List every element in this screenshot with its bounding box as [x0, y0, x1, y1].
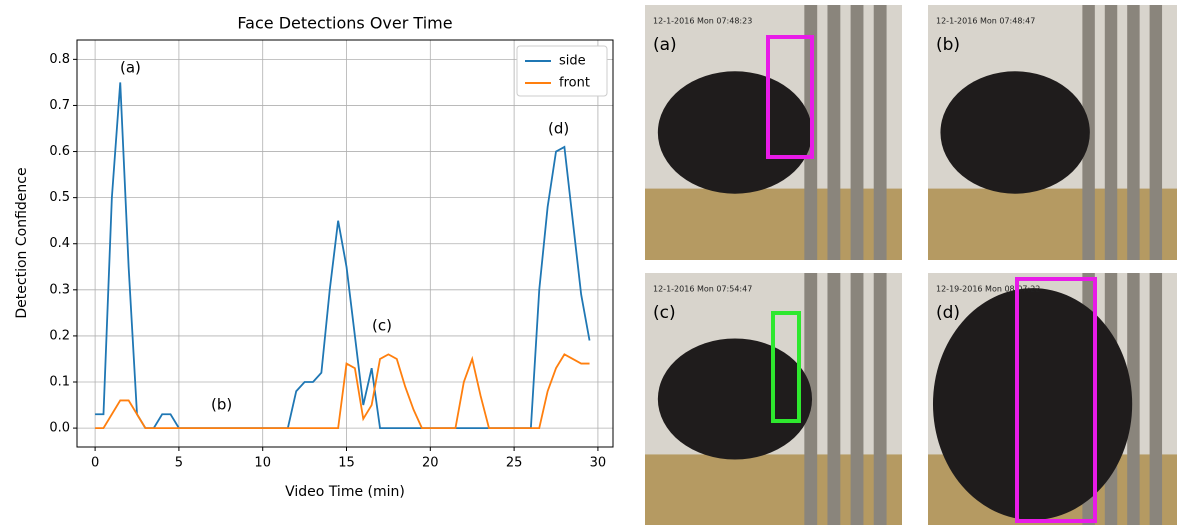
photo-label: (b)	[936, 35, 960, 55]
x-axis-label: Video Time (min)	[285, 484, 405, 500]
stall-bar	[851, 273, 864, 525]
y-tick-label: 0.3	[49, 282, 70, 297]
photo-label: (d)	[936, 303, 960, 323]
horse	[933, 288, 1132, 520]
photo-label: (a)	[653, 35, 677, 55]
chart-title: Face Detections Over Time	[237, 14, 452, 33]
stall-bar	[827, 273, 840, 525]
series-line	[95, 82, 589, 428]
photo-label: (c)	[653, 303, 676, 323]
stall-bar	[827, 5, 840, 260]
stall-bar	[1150, 273, 1162, 525]
x-tick-label: 15	[338, 456, 355, 471]
photo-timestamp: 12-1-2016 Mon 07:54:47	[653, 285, 752, 294]
photo-timestamp: 12-1-2016 Mon 07:48:47	[936, 17, 1035, 26]
horse	[658, 71, 812, 193]
annotation: (b)	[211, 396, 232, 414]
stall-bar	[851, 5, 864, 260]
x-tick-label: 10	[254, 456, 271, 471]
x-tick-label: 30	[590, 456, 607, 471]
photo-floor	[645, 189, 902, 260]
annotation: (d)	[548, 120, 569, 138]
legend-label: side	[559, 54, 586, 69]
annotation: (c)	[372, 317, 392, 335]
figure: Face Detections Over Time Video Time (mi…	[0, 0, 1177, 525]
x-tick-label: 20	[422, 456, 439, 471]
y-tick-label: 0.0	[49, 421, 70, 436]
y-tick-label: 0.1	[49, 375, 70, 390]
photo-timestamp: 12-1-2016 Mon 07:48:23	[653, 17, 752, 26]
y-tick-label: 0.8	[49, 52, 70, 67]
horse	[940, 71, 1089, 193]
photo-floor	[645, 454, 902, 525]
y-tick-label: 0.2	[49, 328, 70, 343]
y-axis-label: Detection Confidence	[14, 167, 30, 318]
x-tick-label: 25	[506, 456, 523, 471]
stall-bar	[1105, 5, 1117, 260]
photo-floor	[928, 189, 1177, 260]
y-tick-label: 0.6	[49, 144, 70, 159]
series-line	[95, 354, 589, 428]
y-tick-label: 0.7	[49, 98, 70, 113]
stall-bar	[874, 5, 887, 260]
x-tick-label: 5	[175, 456, 183, 471]
stall-bar	[1127, 5, 1139, 260]
legend-label: front	[559, 76, 590, 91]
stall-bar	[1150, 5, 1162, 260]
photo-timestamp: 12-19-2016 Mon 08:07:22	[936, 285, 1040, 294]
y-tick-label: 0.4	[49, 236, 70, 251]
x-tick-label: 0	[91, 456, 99, 471]
y-tick-label: 0.5	[49, 190, 70, 205]
horse	[658, 339, 812, 460]
stall-bar	[874, 273, 887, 525]
annotation: (a)	[120, 59, 141, 77]
